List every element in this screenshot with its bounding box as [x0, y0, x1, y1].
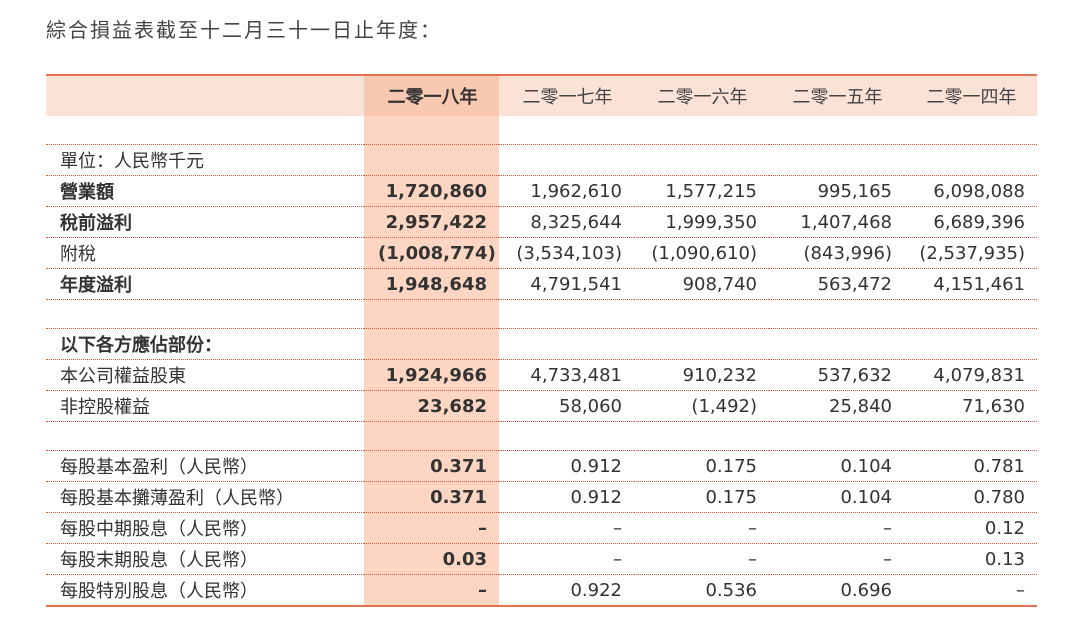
cell-2014: 4,151,461 — [904, 268, 1037, 300]
cell-2017: 0.912 — [499, 481, 634, 513]
table-row: 以下各方應佔部份： — [46, 328, 1037, 360]
cell-2016: 910,232 — [634, 359, 769, 391]
cell-2014: 4,079,831 — [904, 359, 1037, 391]
cell-2018: – — [364, 512, 499, 544]
table-row: 每股基本攤薄盈利（人民幣） 0.371 0.912 0.175 0.104 0.… — [46, 481, 1037, 513]
header-year-2017: 二零一七年 — [499, 74, 634, 116]
spacer-row — [46, 421, 1037, 451]
cell-2018: 0.03 — [364, 543, 499, 575]
table-row: 年度溢利 1,948,648 4,791,541 908,740 563,472… — [46, 268, 1037, 300]
cell-2017: – — [499, 543, 634, 575]
table-row: 附稅 (1,008,774) (3,534,103) (1,090,610) (… — [46, 237, 1037, 269]
cell-2015: 995,165 — [769, 175, 904, 207]
header-label-col — [46, 74, 364, 116]
cell-2016: (1,492) — [634, 390, 769, 422]
row-label: 每股基本盈利（人民幣） — [46, 450, 364, 482]
spacer-row — [46, 116, 1037, 145]
cell-2017: – — [499, 512, 634, 544]
cell-2018: 1,948,648 — [364, 268, 499, 300]
header-row: 二零一八年 二零一七年 二零一六年 二零一五年 二零一四年 — [46, 74, 1037, 116]
cell-2016: 1,999,350 — [634, 206, 769, 238]
cell-2015: 0.104 — [769, 481, 904, 513]
unit-row: 單位：人民幣千元 — [46, 144, 1037, 176]
cell-2015: 563,472 — [769, 268, 904, 300]
cell-2017: 1,962,610 — [499, 175, 634, 207]
cell-2018: 0.371 — [364, 450, 499, 482]
cell-2014: 0.12 — [904, 512, 1037, 544]
header-year-2018: 二零一八年 — [364, 74, 499, 116]
cell-2014: 0.781 — [904, 450, 1037, 482]
table-row: 本公司權益股東 1,924,966 4,733,481 910,232 537,… — [46, 359, 1037, 391]
header-year-2015: 二零一五年 — [769, 74, 904, 116]
cell-2014: 0.13 — [904, 543, 1037, 575]
cell-2016 — [634, 328, 769, 360]
row-label: 本公司權益股東 — [46, 359, 364, 391]
cell-2016: 0.175 — [634, 450, 769, 482]
cell-2018: 23,682 — [364, 390, 499, 422]
row-label: 非控股權益 — [46, 390, 364, 422]
page-title: 綜合損益表截至十二月三十一日止年度： — [46, 18, 442, 42]
table-row: 非控股權益 23,682 58,060 (1,492) 25,840 71,63… — [46, 390, 1037, 422]
row-label: 每股基本攤薄盈利（人民幣） — [46, 481, 364, 513]
cell-2014: 6,098,088 — [904, 175, 1037, 207]
cell-2018 — [364, 328, 499, 360]
cell-2014: (2,537,935) — [904, 237, 1037, 269]
unit-label: 單位：人民幣千元 — [46, 144, 364, 176]
table-row: 稅前溢利 2,957,422 8,325,644 1,999,350 1,407… — [46, 206, 1037, 238]
row-label: 稅前溢利 — [46, 206, 364, 238]
cell-2015: 0.104 — [769, 450, 904, 482]
cell-2015: (843,996) — [769, 237, 904, 269]
table-row: 每股基本盈利（人民幣） 0.371 0.912 0.175 0.104 0.78… — [46, 450, 1037, 482]
cell-2015: 1,407,468 — [769, 206, 904, 238]
cell-2017: 4,791,541 — [499, 268, 634, 300]
cell-2018: 1,720,860 — [364, 175, 499, 207]
cell-2015: 0.696 — [769, 574, 904, 607]
cell-2016: 0.536 — [634, 574, 769, 607]
cell-2016: – — [634, 543, 769, 575]
income-statement-table: 二零一八年 二零一七年 二零一六年 二零一五年 二零一四年 單位：人民幣千元 營… — [46, 74, 1037, 607]
cell-2017 — [499, 328, 634, 360]
table-row: 營業額 1,720,860 1,962,610 1,577,215 995,16… — [46, 175, 1037, 207]
cell-2014: 71,630 — [904, 390, 1037, 422]
cell-2017: 58,060 — [499, 390, 634, 422]
cell-2016: – — [634, 512, 769, 544]
cell-2015: 25,840 — [769, 390, 904, 422]
header-year-2014: 二零一四年 — [904, 74, 1037, 116]
spacer-row — [46, 299, 1037, 329]
table-row: 每股特別股息（人民幣） – 0.922 0.536 0.696 – — [46, 574, 1037, 607]
cell-2017: 0.912 — [499, 450, 634, 482]
cell-2017: 4,733,481 — [499, 359, 634, 391]
row-label: 每股中期股息（人民幣） — [46, 512, 364, 544]
cell-2016: 0.175 — [634, 481, 769, 513]
cell-2017: (3,534,103) — [499, 237, 634, 269]
cell-2018: 0.371 — [364, 481, 499, 513]
row-label: 以下各方應佔部份： — [46, 328, 364, 360]
cell-2014: 6,689,396 — [904, 206, 1037, 238]
row-label: 年度溢利 — [46, 268, 364, 300]
row-label: 每股特別股息（人民幣） — [46, 574, 364, 607]
cell-2015: – — [769, 543, 904, 575]
table-row: 每股末期股息（人民幣） 0.03 – – – 0.13 — [46, 543, 1037, 575]
cell-2014 — [904, 328, 1037, 360]
row-label: 營業額 — [46, 175, 364, 207]
row-label: 附稅 — [46, 237, 364, 269]
cell-2018: 1,924,966 — [364, 359, 499, 391]
cell-2014: – — [904, 574, 1037, 607]
cell-2017: 8,325,644 — [499, 206, 634, 238]
cell-2015: 537,632 — [769, 359, 904, 391]
cell-2017: 0.922 — [499, 574, 634, 607]
cell-2016: 1,577,215 — [634, 175, 769, 207]
row-label: 每股末期股息（人民幣） — [46, 543, 364, 575]
header-year-2016: 二零一六年 — [634, 74, 769, 116]
cell-2018: 2,957,422 — [364, 206, 499, 238]
cell-2014: 0.780 — [904, 481, 1037, 513]
cell-2015 — [769, 328, 904, 360]
cell-2018: (1,008,774) — [364, 237, 499, 269]
table-row: 每股中期股息（人民幣） – – – – 0.12 — [46, 512, 1037, 544]
cell-2018: – — [364, 574, 499, 607]
cell-2015: – — [769, 512, 904, 544]
cell-2016: 908,740 — [634, 268, 769, 300]
cell-2016: (1,090,610) — [634, 237, 769, 269]
